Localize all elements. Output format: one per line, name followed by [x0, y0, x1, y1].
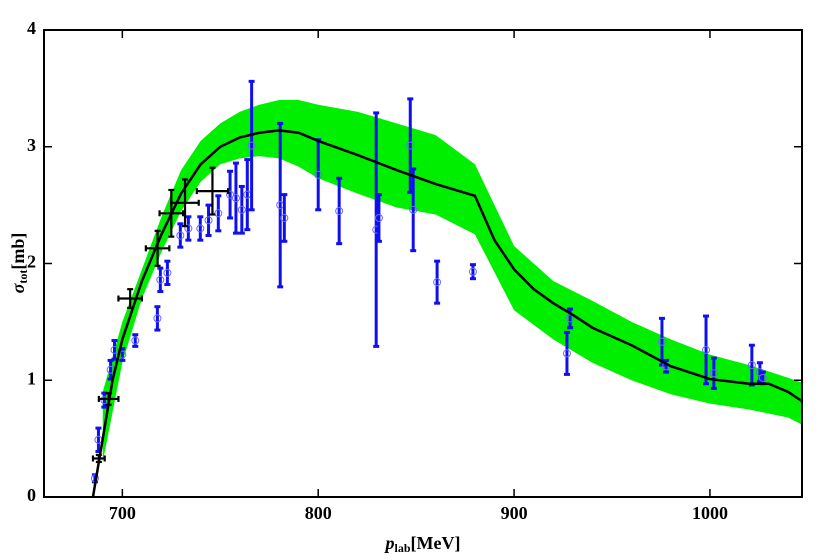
error-bar	[434, 259, 441, 305]
error-bar	[563, 330, 570, 376]
data-point	[657, 337, 666, 346]
error-bar	[469, 263, 476, 281]
y-tick-label: 0	[27, 485, 36, 505]
error-bar	[205, 203, 212, 237]
data-point	[226, 190, 235, 199]
error-bar	[248, 79, 255, 212]
y-label-symbol: σ	[8, 282, 28, 293]
x-tick-label: 1000	[692, 503, 728, 523]
y-tick-label: 2	[27, 252, 36, 272]
data-point	[184, 224, 193, 233]
data-point	[468, 267, 477, 276]
error-bar	[710, 356, 717, 390]
data-point	[314, 170, 323, 179]
error-bar	[277, 121, 284, 289]
error-bar	[227, 169, 234, 220]
x-axis-label: plab[MeV]	[384, 533, 461, 555]
data-point	[702, 345, 711, 354]
data-point	[758, 373, 767, 382]
uncertainty-band	[102, 100, 802, 462]
data-point	[153, 314, 162, 323]
error-bar	[154, 305, 161, 332]
error-bar	[177, 222, 184, 249]
x-error-bar	[195, 188, 230, 195]
data-point	[335, 206, 344, 215]
data-point	[409, 205, 418, 214]
x-label-unit: [MeV]	[411, 533, 461, 553]
y-tick-label: 4	[27, 18, 36, 38]
error-bar	[373, 111, 380, 348]
x-tick-label: 700	[109, 503, 136, 523]
data-point	[374, 213, 383, 222]
x-label-subscript: lab	[395, 541, 411, 555]
y-tick-label: 1	[27, 368, 36, 388]
data-point	[562, 349, 571, 358]
data-point	[156, 275, 165, 284]
error-bar	[336, 176, 343, 246]
data-point	[433, 278, 442, 287]
data-point	[196, 224, 205, 233]
data-point	[214, 209, 223, 218]
x-error-bar	[117, 295, 144, 302]
data-point	[163, 268, 172, 277]
model-curve	[91, 129, 803, 498]
error-bar	[157, 266, 164, 294]
x-tick-label: 800	[305, 503, 332, 523]
error-bar	[703, 314, 710, 386]
data-point	[280, 213, 289, 222]
data-point	[131, 336, 140, 345]
error-bar	[132, 333, 139, 348]
error-bar	[185, 215, 192, 242]
data-point	[176, 231, 185, 240]
error-bar	[244, 158, 251, 232]
data-point	[204, 216, 213, 225]
error-bar	[215, 194, 222, 233]
data-point	[247, 141, 256, 150]
x-tick-label: 900	[501, 503, 528, 523]
data-point	[747, 361, 756, 370]
y-axis-label: σtot[mb]	[8, 233, 30, 294]
data-point	[709, 369, 718, 378]
data-point	[110, 345, 119, 354]
data-point	[237, 205, 246, 214]
data-point	[231, 194, 240, 203]
x-error-bar	[144, 245, 171, 252]
error-bar	[281, 193, 288, 243]
error-bar	[238, 184, 245, 235]
data-point	[566, 314, 575, 323]
error-bar	[375, 193, 382, 243]
error-bar	[197, 215, 204, 242]
y-label-subscript: tot	[16, 270, 30, 284]
x-label-symbol: p	[384, 533, 395, 553]
y-label-unit: [mb]	[8, 233, 28, 270]
error-bar	[410, 167, 417, 253]
error-bar	[658, 316, 665, 367]
error-bar	[232, 161, 239, 235]
y-tick-label: 3	[27, 135, 36, 155]
data-point	[406, 141, 415, 150]
error-bar	[164, 259, 171, 287]
